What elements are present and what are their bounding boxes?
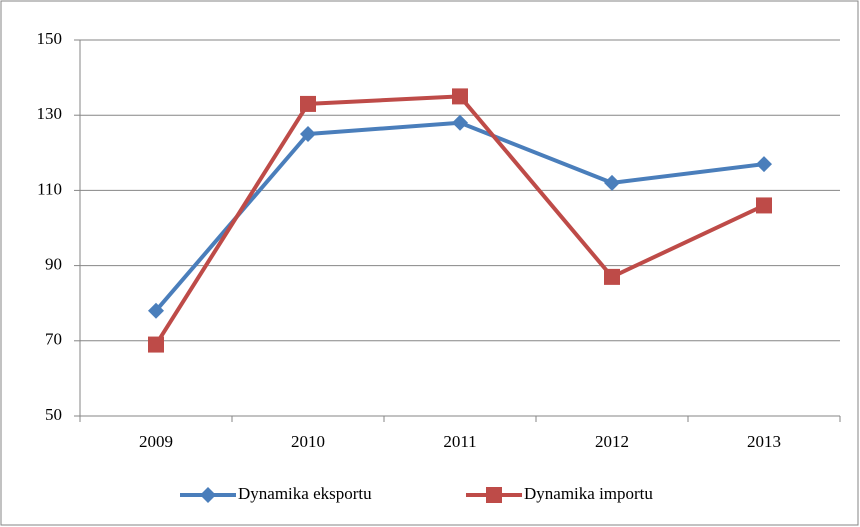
- marker: [148, 302, 164, 319]
- marker: [604, 174, 620, 191]
- y-tick-label: 130: [37, 104, 63, 123]
- legend-marker: [200, 487, 216, 503]
- x-tick-label: 2013: [747, 432, 781, 451]
- x-tick-label: 2010: [291, 432, 325, 451]
- legend-label: Dynamika importu: [524, 484, 653, 503]
- marker: [452, 88, 468, 105]
- marker: [452, 114, 468, 131]
- marker: [148, 336, 164, 353]
- marker: [756, 197, 772, 214]
- x-tick-label: 2012: [595, 432, 629, 451]
- marker: [300, 95, 316, 112]
- y-tick-label: 70: [45, 330, 62, 349]
- y-tick-label: 150: [37, 29, 63, 48]
- marker: [604, 268, 620, 285]
- y-tick-label: 110: [37, 179, 62, 198]
- x-tick-label: 2011: [443, 432, 476, 451]
- y-tick-label: 90: [45, 255, 62, 274]
- marker: [300, 126, 316, 142]
- x-tick-label: 2009: [139, 432, 173, 451]
- legend-marker: [486, 487, 502, 503]
- legend-label: Dynamika eksportu: [238, 484, 372, 503]
- marker: [756, 156, 772, 173]
- y-tick-label: 50: [45, 405, 62, 424]
